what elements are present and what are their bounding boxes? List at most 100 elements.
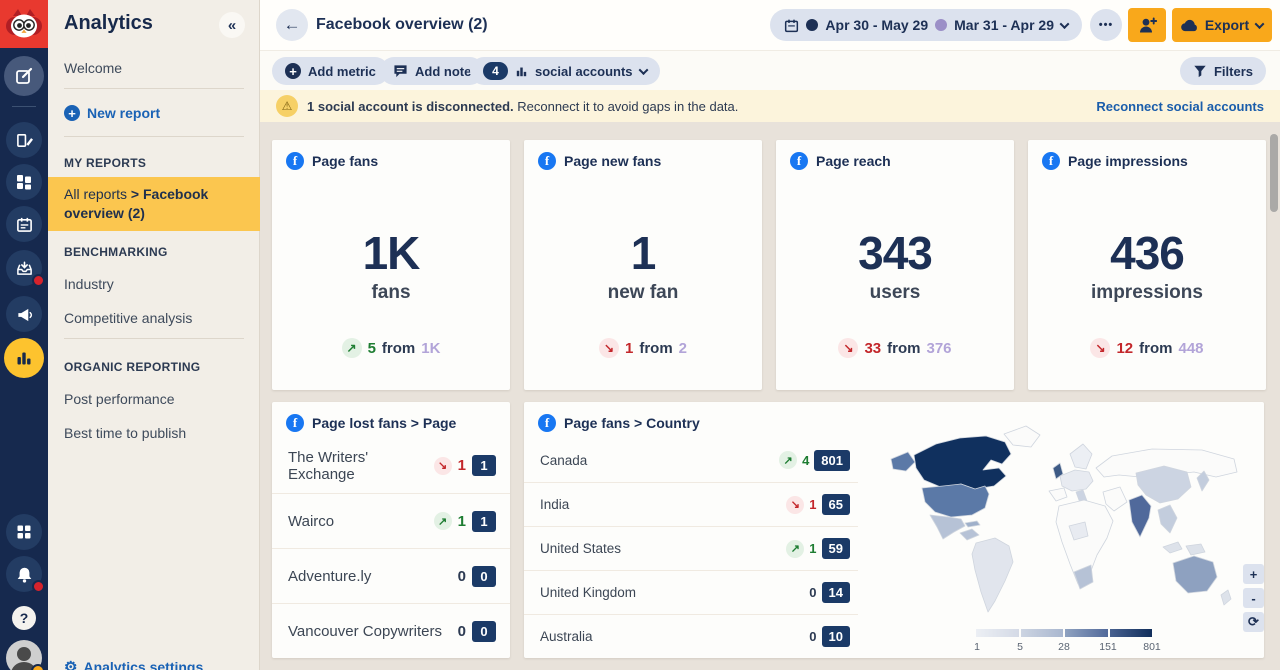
metric-unit: new fan (607, 282, 679, 303)
card-title: Page new fans (564, 153, 662, 169)
notifications-dot (32, 580, 45, 593)
metric-value: 1 (630, 227, 657, 279)
sidebar-item-selected-report[interactable]: All reports > Facebook overview (2) (48, 177, 260, 231)
scale-tick: 28 (1058, 641, 1070, 653)
scale-tick: 801 (1143, 641, 1161, 653)
delta-value: 1 (457, 512, 466, 530)
social-accounts-selector[interactable]: 4 social accounts (470, 57, 660, 85)
sidebar-item-industry[interactable]: Industry (64, 276, 114, 292)
analytics-sidebar: Analytics « Welcome + New report MY REPO… (48, 0, 260, 670)
delta-value: 1 (809, 497, 817, 512)
inbox-nav-button[interactable] (6, 250, 45, 287)
main-area: ← Facebook overview (2) Apr 30 - May 29 … (260, 0, 1280, 670)
delta-value: 5 (367, 339, 376, 357)
from-label: from (887, 339, 921, 357)
sidebar-item-welcome[interactable]: Welcome (64, 60, 123, 76)
value-badge: 0 (472, 620, 496, 642)
facebook-icon: f (790, 152, 808, 170)
map-zoom-in-button[interactable]: + (1243, 564, 1264, 584)
composer-button[interactable] (4, 56, 44, 96)
facebook-icon: f (538, 152, 556, 170)
lost-fans-row[interactable]: Wairco ↗ 1 1 (272, 493, 510, 548)
country-row[interactable]: Australia 0 10 (524, 614, 858, 658)
value-badge: 59 (821, 538, 850, 559)
from-label: from (381, 339, 416, 357)
profile-alert-dot (31, 664, 45, 670)
lost-fans-card[interactable]: f Page lost fans > Page The Writers' Exch… (272, 402, 510, 658)
divider (64, 136, 244, 137)
scale-segment (1065, 629, 1108, 637)
more-options-button[interactable]: ••• (1090, 9, 1122, 41)
vertical-scrollbar[interactable] (1270, 134, 1278, 212)
notifications-button[interactable] (6, 556, 45, 593)
country-row[interactable]: United Kingdom 0 14 (524, 570, 858, 614)
facebook-icon: f (286, 152, 304, 170)
filters-button[interactable]: Filters (1179, 57, 1266, 85)
previous-value: 2 (678, 339, 688, 357)
sidebar-item-competitive-analysis[interactable]: Competitive analysis (64, 310, 193, 326)
sidebar-item-post-performance[interactable]: Post performance (64, 391, 175, 407)
share-report-button[interactable] (1128, 8, 1166, 42)
bar-chart-icon (17, 352, 31, 365)
streams-nav-button[interactable] (6, 164, 42, 200)
metric-card-page-reach[interactable]: f Page reach 343 users ↘ 33 from 376 (776, 140, 1014, 390)
apps-button[interactable] (6, 514, 42, 550)
country-row[interactable]: United States ↗ 1 59 (524, 526, 858, 570)
map-zoom-out-button[interactable]: - (1243, 588, 1264, 608)
help-button[interactable]: ? (6, 600, 42, 636)
amplify-nav-button[interactable] (6, 296, 42, 332)
breadcrumb-report-name: > Facebook overview (2) (64, 186, 209, 221)
owl-icon (6, 9, 42, 38)
country-row[interactable]: Canada ↗ 4 801 (524, 438, 858, 482)
reconnect-accounts-link[interactable]: Reconnect social accounts (1096, 98, 1264, 114)
hootsuite-logo[interactable] (0, 0, 48, 48)
comparison-range-label: Mar 31 - Apr 29 (954, 17, 1054, 33)
page-name: Wairco (288, 512, 335, 530)
analytics-settings-link[interactable]: ⚙ Analytics settings (64, 658, 203, 670)
content-nav-button[interactable] (6, 122, 42, 158)
add-metric-button[interactable]: + Add metric (272, 57, 389, 85)
filters-label: Filters (1213, 63, 1253, 79)
rail-divider (12, 106, 36, 107)
map-reset-button[interactable]: ⟳ (1243, 612, 1264, 632)
metric-unit: impressions (1091, 282, 1203, 303)
add-note-button[interactable]: Add note (380, 57, 485, 85)
planner-nav-button[interactable] (6, 206, 42, 242)
down-arrow-icon: ↘ (786, 495, 805, 514)
cloud-icon (1181, 19, 1197, 31)
lost-fans-row[interactable]: Vancouver Copywriters 0 0 (272, 603, 510, 658)
new-report-button[interactable]: + New report (64, 105, 160, 121)
country-name: United States (540, 541, 622, 556)
metric-card-page-fans[interactable]: f Page fans 1K fans ↗ 5 from 1K (272, 140, 510, 390)
sidebar-item-best-time-to-publish[interactable]: Best time to publish (64, 425, 187, 441)
export-button[interactable]: Export (1172, 8, 1272, 42)
comparison-range-dot (935, 19, 948, 31)
gear-icon: ⚙ (64, 659, 78, 670)
up-arrow-icon: ↗ (433, 512, 452, 530)
world-choropleth-map[interactable] (864, 414, 1246, 628)
card-title: Page lost fans > Page (312, 415, 457, 431)
plus-icon: + (64, 105, 80, 121)
divider (64, 88, 244, 89)
back-button[interactable]: ← (276, 9, 308, 41)
bell-icon (17, 567, 31, 583)
metric-card-page-impressions[interactable]: f Page impressions 436 impressions ↘ 12 f… (1028, 140, 1266, 390)
profile-avatar[interactable] (6, 640, 45, 670)
metric-card-page-new-fans[interactable]: f Page new fans 1 new fan ↘ 1 from 2 (524, 140, 762, 390)
country-row[interactable]: India ↘ 1 65 (524, 482, 858, 526)
calendar-icon (16, 217, 32, 232)
country-fans-card[interactable]: f Page fans > Country Canada ↗ 4 801 Indi… (524, 402, 1264, 658)
filter-funnel-icon (1194, 65, 1206, 78)
lost-fans-row[interactable]: Adventure.ly 0 0 (272, 548, 510, 603)
section-my-reports: MY REPORTS (64, 156, 147, 170)
up-arrow-icon: ↗ (779, 451, 798, 469)
down-arrow-icon: ↘ (1090, 338, 1111, 358)
divider (64, 338, 244, 339)
previous-value: 448 (1178, 339, 1204, 357)
from-label: from (639, 339, 673, 357)
date-range-picker[interactable]: Apr 30 - May 29 Mar 31 - Apr 29 (770, 9, 1082, 41)
lost-fans-row[interactable]: The Writers' Exchange ↘ 1 1 (272, 438, 510, 493)
collapse-sidebar-button[interactable]: « (219, 12, 245, 38)
analytics-nav-button-active[interactable] (4, 338, 44, 378)
metric-delta: ↗ 5 from 1K (272, 338, 510, 358)
